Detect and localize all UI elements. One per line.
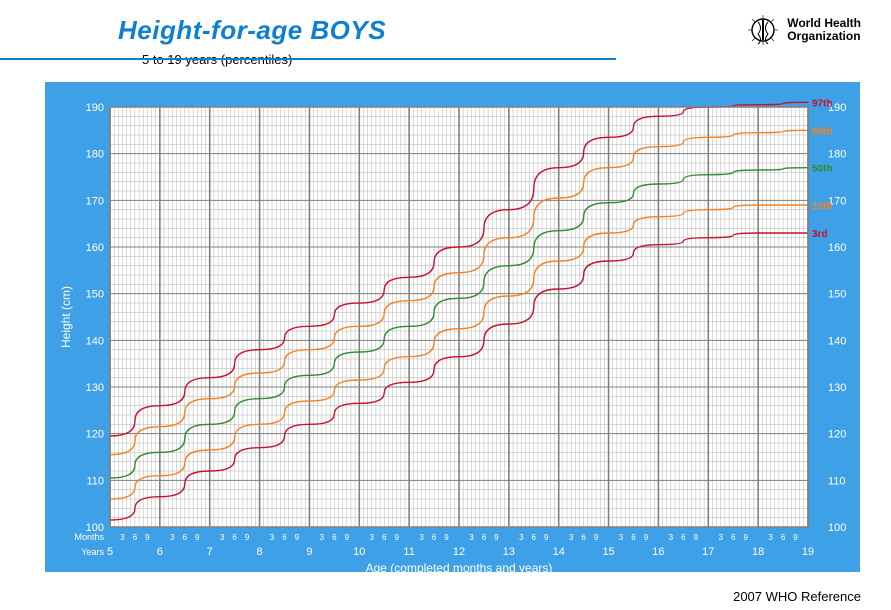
svg-text:190: 190 <box>86 102 104 114</box>
svg-text:6: 6 <box>382 533 387 542</box>
svg-text:6: 6 <box>183 533 188 542</box>
svg-text:9: 9 <box>145 533 150 542</box>
svg-text:120: 120 <box>828 429 846 441</box>
svg-text:180: 180 <box>86 149 104 161</box>
svg-text:5: 5 <box>107 546 113 558</box>
svg-text:15th: 15th <box>812 201 833 212</box>
svg-text:3: 3 <box>320 533 325 542</box>
svg-text:3: 3 <box>370 533 375 542</box>
svg-text:6: 6 <box>332 533 337 542</box>
svg-text:9: 9 <box>743 533 748 542</box>
svg-text:130: 130 <box>828 382 846 394</box>
svg-text:170: 170 <box>86 195 104 207</box>
svg-text:150: 150 <box>828 289 846 301</box>
svg-text:9: 9 <box>594 533 599 542</box>
svg-text:9: 9 <box>295 533 300 542</box>
svg-text:3: 3 <box>669 533 674 542</box>
svg-text:150: 150 <box>86 289 104 301</box>
svg-text:6: 6 <box>731 533 736 542</box>
svg-text:9: 9 <box>245 533 250 542</box>
svg-text:Years: Years <box>81 547 104 557</box>
svg-text:160: 160 <box>86 242 104 254</box>
svg-text:15: 15 <box>602 546 614 558</box>
svg-text:18: 18 <box>752 546 764 558</box>
svg-text:9: 9 <box>544 533 549 542</box>
svg-text:19: 19 <box>802 546 814 558</box>
svg-text:3: 3 <box>619 533 624 542</box>
header-rule <box>0 58 616 60</box>
chart-title: Height-for-age BOYS <box>118 15 386 45</box>
svg-text:9: 9 <box>306 546 312 558</box>
svg-text:6: 6 <box>133 533 138 542</box>
svg-text:130: 130 <box>86 382 104 394</box>
svg-text:16: 16 <box>652 546 664 558</box>
svg-text:6: 6 <box>631 533 636 542</box>
svg-text:9: 9 <box>195 533 200 542</box>
svg-text:6: 6 <box>282 533 287 542</box>
svg-text:110: 110 <box>828 475 846 487</box>
svg-text:9: 9 <box>694 533 699 542</box>
svg-text:110: 110 <box>86 475 104 487</box>
svg-text:6: 6 <box>157 546 163 558</box>
svg-text:85th: 85th <box>812 126 833 137</box>
svg-text:14: 14 <box>553 546 565 558</box>
growth-chart: 1001101201301401501601701801901001101201… <box>45 82 860 572</box>
svg-text:140: 140 <box>86 335 104 347</box>
svg-text:7: 7 <box>207 546 213 558</box>
svg-text:11: 11 <box>403 546 414 558</box>
svg-text:3rd: 3rd <box>812 229 828 240</box>
svg-text:6: 6 <box>781 533 786 542</box>
svg-text:9: 9 <box>644 533 649 542</box>
who-logo-block: World Health Organization <box>745 12 861 48</box>
svg-text:Age (completed months and year: Age (completed months and years) <box>366 561 553 572</box>
svg-text:9: 9 <box>793 533 798 542</box>
svg-text:10: 10 <box>353 546 365 558</box>
svg-text:3: 3 <box>719 533 724 542</box>
svg-text:97th: 97th <box>812 98 833 109</box>
svg-text:180: 180 <box>828 149 846 161</box>
svg-text:3: 3 <box>569 533 574 542</box>
svg-text:6: 6 <box>232 533 237 542</box>
svg-text:3: 3 <box>519 533 524 542</box>
svg-text:120: 120 <box>86 429 104 441</box>
svg-text:140: 140 <box>828 335 846 347</box>
svg-text:3: 3 <box>170 533 175 542</box>
svg-text:9: 9 <box>345 533 350 542</box>
svg-text:3: 3 <box>768 533 773 542</box>
svg-text:9: 9 <box>394 533 399 542</box>
svg-text:9: 9 <box>444 533 449 542</box>
svg-text:50th: 50th <box>812 164 833 175</box>
svg-text:3: 3 <box>419 533 424 542</box>
svg-text:6: 6 <box>681 533 686 542</box>
org-name-line2: Organization <box>787 30 861 43</box>
svg-text:160: 160 <box>828 242 846 254</box>
svg-text:Height (cm): Height (cm) <box>59 286 73 348</box>
svg-text:6: 6 <box>482 533 487 542</box>
svg-text:9: 9 <box>494 533 499 542</box>
svg-text:3: 3 <box>469 533 474 542</box>
svg-text:3: 3 <box>270 533 275 542</box>
svg-text:100: 100 <box>828 522 846 534</box>
svg-text:6: 6 <box>432 533 437 542</box>
svg-text:13: 13 <box>503 546 515 558</box>
svg-text:8: 8 <box>257 546 263 558</box>
who-logo-icon <box>745 12 781 48</box>
svg-text:3: 3 <box>220 533 225 542</box>
svg-text:6: 6 <box>581 533 586 542</box>
svg-text:12: 12 <box>453 546 465 558</box>
svg-text:Months: Months <box>74 532 104 542</box>
svg-text:3: 3 <box>120 533 125 542</box>
svg-text:6: 6 <box>532 533 537 542</box>
svg-text:17: 17 <box>702 546 714 558</box>
footer-reference: 2007 WHO Reference <box>733 589 861 604</box>
